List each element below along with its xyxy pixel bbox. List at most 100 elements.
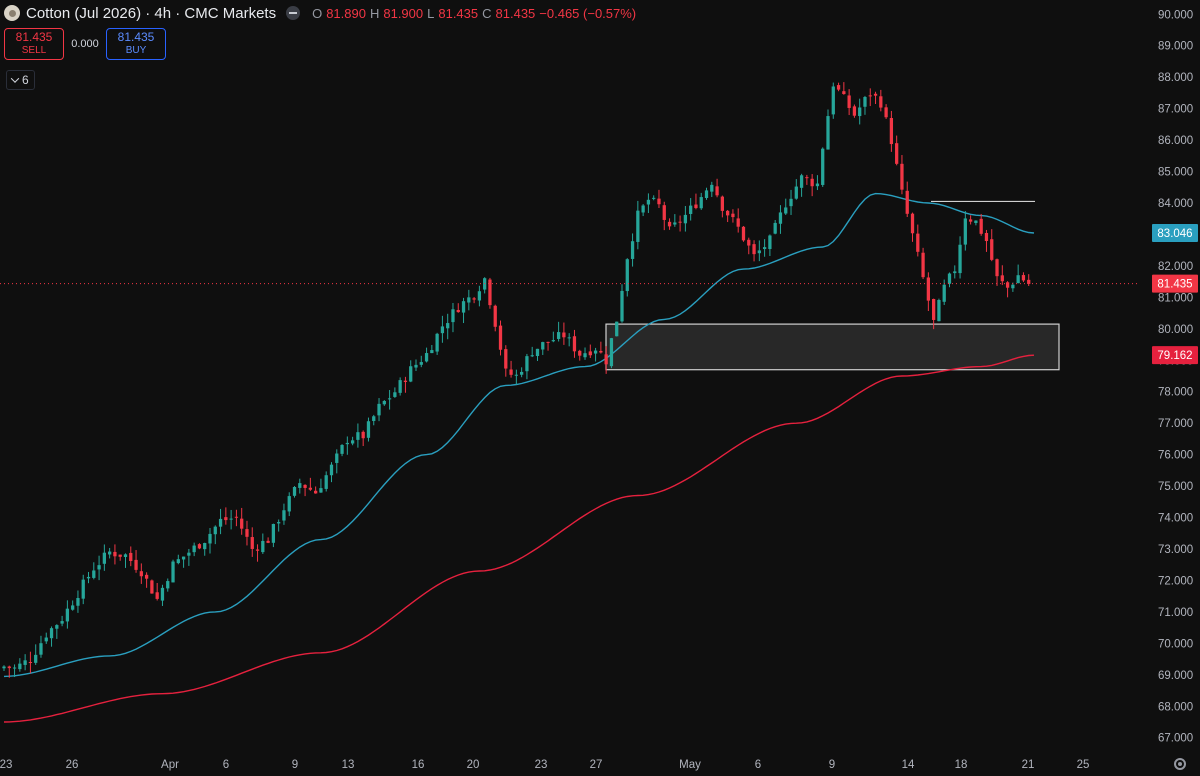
candle-body xyxy=(699,197,703,209)
y-tick-label: 86.000 xyxy=(1158,135,1193,147)
candle-body xyxy=(504,349,508,369)
candle-body xyxy=(255,549,260,551)
candle-body xyxy=(23,660,27,665)
candle-body xyxy=(937,300,941,322)
support-zone-box[interactable] xyxy=(605,323,1060,371)
candle-body xyxy=(113,551,117,557)
candle-body xyxy=(97,565,101,570)
candle-body xyxy=(921,252,925,278)
candle-body xyxy=(789,198,793,207)
candle-body xyxy=(799,175,804,188)
candle-body xyxy=(2,666,6,669)
candle-body xyxy=(858,107,862,117)
candle-body xyxy=(277,522,281,524)
candle-body xyxy=(424,353,429,362)
candle-body xyxy=(414,364,418,368)
candle-body xyxy=(683,214,688,224)
candle-body xyxy=(551,340,555,342)
candle-body xyxy=(123,554,128,558)
minus-circle-icon[interactable] xyxy=(286,6,301,20)
candle-body xyxy=(245,529,249,537)
candle-body xyxy=(44,637,48,642)
candle-body xyxy=(678,221,682,223)
candle-body xyxy=(852,106,857,116)
time-axis[interactable]: 23 26 Apr 6 9 13 16 20 23 27 May 6 9 14 18 21 25 xyxy=(0,759,1089,771)
candle-body xyxy=(49,628,54,639)
candle-body xyxy=(900,163,904,190)
price-axis[interactable]: 67.000 68.000 69.000 70.000 71.000 72.000 73.0… xyxy=(1158,9,1193,744)
indicators-toggle-button[interactable]: 6 xyxy=(6,70,35,90)
candle-body xyxy=(229,518,233,520)
candle-body xyxy=(234,516,239,518)
candle-body xyxy=(467,297,471,303)
candle-body xyxy=(630,241,635,259)
ma_fast_value-badge-text: 83.046 xyxy=(1157,228,1192,240)
y-tick-label: 72.000 xyxy=(1158,575,1193,587)
candle-body xyxy=(166,581,170,589)
y-tick-label: 70.000 xyxy=(1158,638,1193,650)
low-value: 81.435 xyxy=(438,5,479,21)
gear-icon[interactable] xyxy=(1174,758,1186,770)
candle-body xyxy=(926,277,930,301)
candle-body xyxy=(916,233,920,252)
x-tick-label: 9 xyxy=(829,759,835,771)
y-tick-label: 68.000 xyxy=(1158,701,1193,713)
candle-body xyxy=(963,218,967,245)
y-tick-label: 88.000 xyxy=(1158,72,1193,84)
candle-body xyxy=(456,309,460,313)
candle-body xyxy=(81,579,85,599)
candle-body xyxy=(689,205,693,214)
candle-body xyxy=(366,421,371,438)
last_price-badge-text: 81.435 xyxy=(1157,279,1192,291)
candle-body xyxy=(134,559,138,570)
slow-moving-average-line xyxy=(3,354,1035,723)
candle-body xyxy=(472,298,476,300)
candle-body xyxy=(762,247,767,249)
candle-body xyxy=(345,442,349,445)
candle-body xyxy=(615,321,619,337)
sell-button[interactable]: 81.435 SELL xyxy=(4,28,64,60)
candle-body xyxy=(71,605,75,610)
buy-button[interactable]: 81.435 BUY xyxy=(106,28,166,60)
candle-body xyxy=(118,554,122,557)
candle-body xyxy=(847,95,851,108)
candle-body xyxy=(530,355,534,357)
candle-body xyxy=(984,232,989,242)
chevron-down-icon xyxy=(10,74,20,83)
candle-body xyxy=(446,323,450,329)
fast-moving-average-line xyxy=(3,192,1035,678)
candle-body xyxy=(673,222,677,225)
candle-body xyxy=(509,369,513,375)
candle-body xyxy=(831,86,835,115)
y-tick-label: 74.000 xyxy=(1158,513,1193,525)
candle-body xyxy=(176,559,180,564)
candle-body xyxy=(588,351,592,356)
candle-body xyxy=(144,574,149,579)
candle-body xyxy=(599,350,603,353)
candle-body xyxy=(726,210,730,216)
candle-body xyxy=(86,576,91,579)
candle-body xyxy=(578,350,582,356)
x-tick-label: 6 xyxy=(223,759,229,771)
candle-body xyxy=(562,332,566,338)
candle-body xyxy=(197,544,202,549)
y-tick-label: 85.000 xyxy=(1158,167,1193,179)
candle-body xyxy=(250,537,254,549)
candle-body xyxy=(92,570,96,578)
ohlc-values: O 81.890 H 81.900 L 81.435 C 81.435 −0.465 (… xyxy=(312,6,636,21)
candle-body xyxy=(752,244,756,255)
candle-body xyxy=(974,220,978,224)
symbol-title[interactable]: Cotton (Jul 2026) · 4h · CMC Markets xyxy=(26,4,277,22)
support-zone-layer xyxy=(605,323,1060,371)
ma_slow_value-badge xyxy=(1152,346,1198,365)
candle-body xyxy=(160,587,165,601)
spread-value: 0.000 xyxy=(71,38,99,50)
change-value: −0.465 (−0.57%) xyxy=(539,5,637,21)
candle-body xyxy=(995,259,999,277)
ma_fast_value-badge xyxy=(1152,224,1198,243)
candle-body xyxy=(715,186,719,196)
candle-body xyxy=(361,431,365,439)
candle-body xyxy=(704,190,709,198)
candle-body xyxy=(953,271,957,274)
